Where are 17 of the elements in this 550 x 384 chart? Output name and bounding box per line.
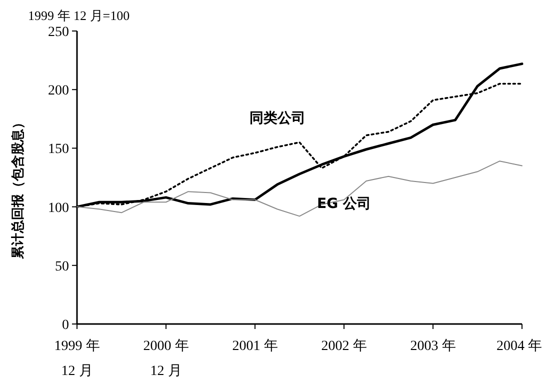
y-tick-label: 150 [48, 142, 69, 158]
x-tick-label: 2004 年 [496, 338, 542, 354]
x-tick-label: 2003 年 [410, 338, 456, 354]
series-label: EG 公司 [317, 196, 371, 212]
x-tick-label: 2002 年 [321, 338, 367, 354]
x-tick-label: 2000 年 12 月 [143, 338, 189, 379]
line-series [76, 160, 522, 217]
y-tick-label: 100 [48, 200, 69, 216]
y-tick-label: 50 [55, 259, 69, 274]
series-label: 同类公司 [249, 110, 306, 126]
y-tick-label: 200 [48, 84, 69, 99]
y-tick-label: 250 [48, 25, 69, 40]
chart-title: 1999 年 12 月=100 [28, 8, 130, 23]
x-tick-label: 2001 年 [232, 338, 278, 354]
x-tick-label: 1999 年 12 月 [54, 338, 100, 379]
y-tick-label: 0 [62, 318, 69, 333]
y-axis-title: 累计总回报（包含股息） [10, 116, 26, 260]
